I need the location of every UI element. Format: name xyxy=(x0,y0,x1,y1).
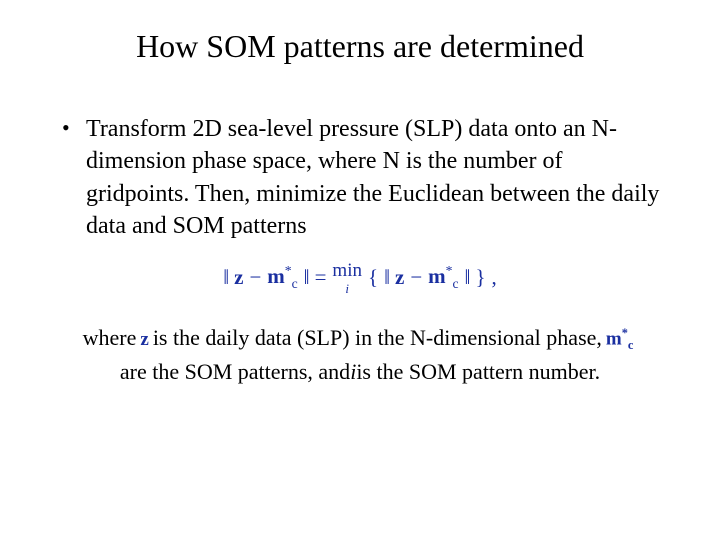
minus: − xyxy=(249,265,261,290)
symbol-z-2: z xyxy=(395,265,404,290)
bullet-marker: • xyxy=(60,113,86,143)
where-symbol-z: z xyxy=(136,326,152,355)
min-operator: min i xyxy=(332,261,362,295)
norm-close-2: ‖ xyxy=(465,265,470,290)
bullet-item: • Transform 2D sea-level pressure (SLP) … xyxy=(60,113,660,243)
comma: , xyxy=(492,265,497,290)
norm-open-2: ‖ xyxy=(384,265,389,290)
symbol-m-star-2: m*c xyxy=(428,263,458,292)
equals: = xyxy=(315,265,327,290)
symbol-m-star: m*c xyxy=(267,263,297,292)
equation-block: ‖ z − m*c ‖ = min i { ‖ z − m*c ‖ } , xyxy=(60,261,660,295)
where-text-2: is the daily data (SLP) in the N-dimensi… xyxy=(153,321,602,354)
where-symbol-m: m*c xyxy=(602,324,637,355)
where-text-3: are the SOM patterns, and xyxy=(120,355,350,388)
symbol-z: z xyxy=(234,265,243,290)
equation: ‖ z − m*c ‖ = min i { ‖ z − m*c ‖ } , xyxy=(223,261,497,295)
norm-close: ‖ xyxy=(304,265,309,290)
slide-title: How SOM patterns are determined xyxy=(60,28,660,65)
where-text-1: where xyxy=(83,321,137,354)
brace-close: } xyxy=(475,265,485,290)
norm-open: ‖ xyxy=(223,265,228,290)
where-clause: where z is the daily data (SLP) in the N… xyxy=(60,321,660,388)
minus-2: − xyxy=(410,265,422,290)
slide: How SOM patterns are determined • Transf… xyxy=(0,0,720,388)
brace-open: { xyxy=(368,265,378,290)
where-text-4: is the SOM pattern number. xyxy=(356,355,600,388)
bullet-text: Transform 2D sea-level pressure (SLP) da… xyxy=(86,113,660,243)
